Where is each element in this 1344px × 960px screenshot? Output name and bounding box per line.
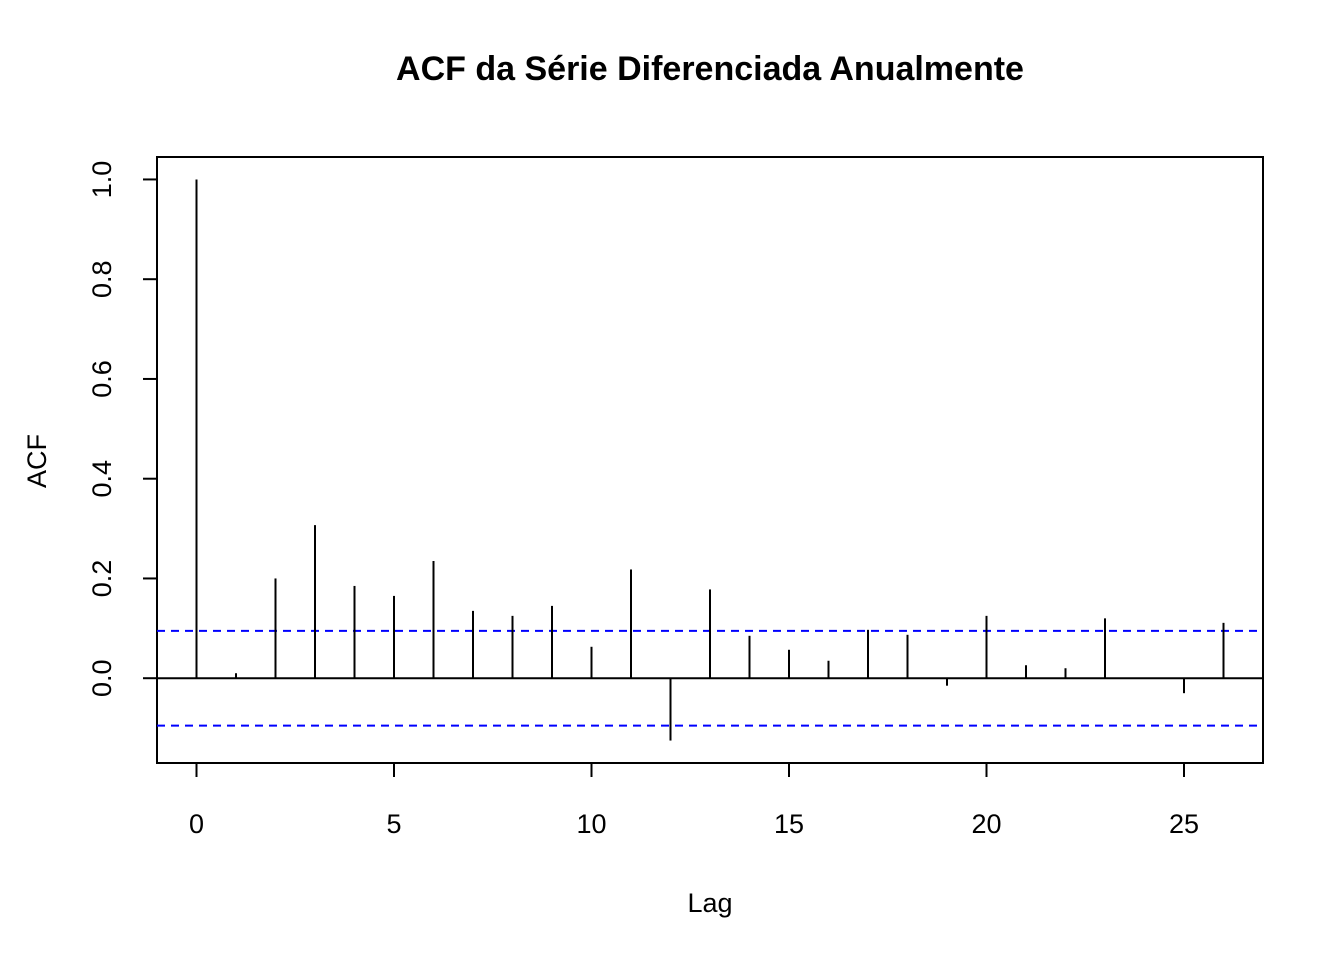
x-tick-label: 25 bbox=[1169, 809, 1199, 839]
y-tick-label: 0.8 bbox=[87, 260, 117, 298]
y-tick-label: 0.0 bbox=[87, 659, 117, 697]
y-axis-label: ACF bbox=[22, 434, 52, 488]
x-tick-label: 20 bbox=[971, 809, 1001, 839]
x-tick-label: 15 bbox=[774, 809, 804, 839]
y-tick-label: 0.4 bbox=[87, 460, 117, 498]
x-axis: 0 5 10 15 20 25 bbox=[189, 762, 1199, 839]
acf-bars bbox=[195, 179, 1225, 741]
chart-title: ACF da Série Diferenciada Anualmente bbox=[396, 50, 1024, 88]
y-tick-label: 0.6 bbox=[87, 360, 117, 398]
y-tick-label: 0.2 bbox=[87, 560, 117, 598]
y-axis: 0.0 0.2 0.4 0.6 0.8 1.0 bbox=[87, 161, 158, 697]
x-tick-label: 0 bbox=[189, 809, 204, 839]
x-tick-label: 5 bbox=[386, 809, 401, 839]
y-tick-label: 1.0 bbox=[87, 161, 117, 199]
x-axis-label: Lag bbox=[687, 888, 732, 918]
x-tick-label: 10 bbox=[576, 809, 606, 839]
